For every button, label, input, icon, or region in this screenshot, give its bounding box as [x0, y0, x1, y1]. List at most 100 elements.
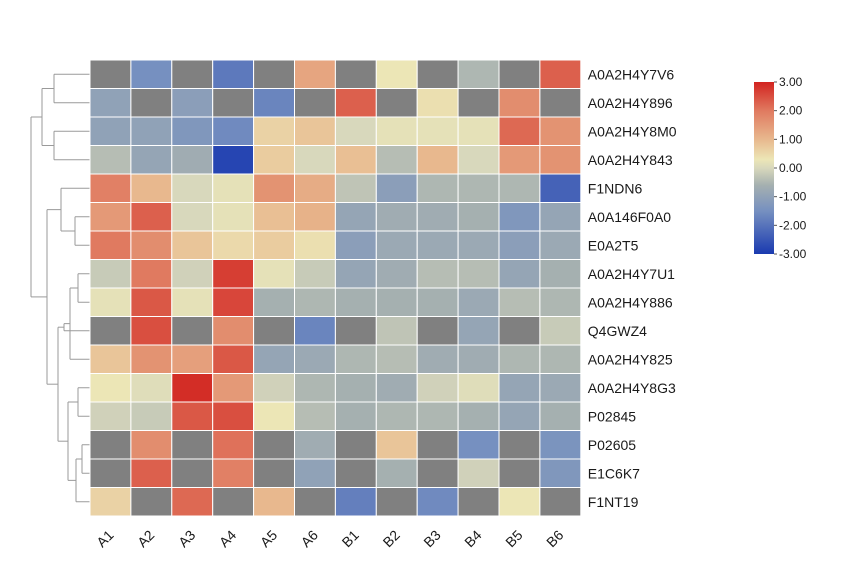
heatmap-cell	[498, 430, 541, 460]
heatmap-cell	[375, 202, 418, 232]
heatmap-cell	[416, 59, 459, 89]
heatmap-cell	[294, 88, 336, 118]
heatmap-cell	[89, 458, 132, 488]
heatmap-cell	[416, 259, 459, 289]
heatmap-cell	[253, 259, 296, 289]
row-label: P02845	[588, 408, 636, 424]
heatmap-cell	[334, 259, 377, 289]
heatmap-cell	[334, 202, 377, 232]
heatmap-cell	[212, 373, 255, 403]
heatmap-cell	[212, 458, 255, 488]
heatmap-cell	[294, 287, 336, 317]
heatmap-cell	[498, 116, 541, 146]
row-label: E1C6K7	[588, 465, 640, 481]
heatmap-cell	[253, 487, 296, 517]
heatmap-cell	[457, 316, 500, 346]
color-scale-tick-label: -2.00	[779, 218, 807, 232]
heatmap-cell	[498, 458, 541, 488]
heatmap-cell	[130, 230, 173, 260]
row-label: A0A2H4Y7U1	[588, 266, 675, 282]
color-scale-ticks: 3.00 2.00 1.00 0.00 -1.00 -2.00 -3.00	[774, 75, 807, 261]
color-scale-tick-label: -1.00	[779, 190, 807, 204]
heatmap-cell	[334, 401, 377, 431]
heatmap-cell	[334, 116, 377, 146]
heatmap-cell	[498, 173, 541, 203]
heatmap-cell	[171, 145, 214, 175]
heatmap-cell	[294, 173, 336, 203]
heatmap-cell	[171, 430, 214, 460]
heatmap-cell	[253, 430, 296, 460]
heatmap-cell	[253, 373, 296, 403]
heatmap-cell	[253, 173, 296, 203]
color-scale-tick-label: -3.00	[779, 247, 807, 261]
heatmap-cell	[457, 430, 500, 460]
heatmap-cell	[130, 173, 173, 203]
heatmap-cell	[416, 230, 459, 260]
heatmap-cell	[212, 145, 255, 175]
heatmap-cell	[89, 202, 132, 232]
heatmap-cell	[498, 230, 541, 260]
heatmap-cell	[294, 401, 336, 431]
heatmap-cell	[457, 458, 500, 488]
heatmap-cell	[375, 230, 418, 260]
heatmap-cell	[171, 487, 214, 517]
heatmap-cell	[539, 487, 582, 517]
column-label: A6	[298, 527, 322, 551]
heatmap-cell	[334, 173, 377, 203]
heatmap-cell	[334, 373, 377, 403]
heatmap-cell	[457, 230, 500, 260]
heatmap-cell	[416, 430, 459, 460]
heatmap-cell	[416, 458, 459, 488]
heatmap-cell	[498, 344, 541, 374]
heatmap-cell	[171, 259, 214, 289]
heatmap-cell	[498, 259, 541, 289]
heatmap-cell	[375, 173, 418, 203]
heatmap-cell	[539, 401, 582, 431]
heatmap-cell	[539, 173, 582, 203]
column-label: A1	[93, 527, 117, 551]
heatmap-cell	[498, 145, 541, 175]
heatmap-cell	[294, 202, 336, 232]
color-scale-tick-label: 3.00	[779, 75, 803, 89]
heatmap-cell	[375, 430, 418, 460]
heatmap-cell	[334, 88, 377, 118]
heatmap-cell	[416, 116, 459, 146]
heatmap-cell	[130, 316, 173, 346]
column-label: B3	[420, 527, 444, 551]
row-label: A0A2H4Y896	[588, 95, 673, 111]
heatmap-cell	[171, 316, 214, 346]
heatmap-cell	[171, 59, 214, 89]
heatmap-cell	[171, 202, 214, 232]
heatmap-cell	[89, 287, 132, 317]
heatmap-cell	[539, 430, 582, 460]
heatmap-cell	[171, 458, 214, 488]
heatmap-cell	[539, 88, 582, 118]
heatmap-cell	[294, 116, 336, 146]
heatmap-cell	[212, 230, 255, 260]
heatmap-cell	[89, 116, 132, 146]
heatmap-cell	[130, 458, 173, 488]
heatmap-cell	[498, 316, 541, 346]
heatmap-cell	[171, 287, 214, 317]
heatmap-cell	[171, 116, 214, 146]
heatmap-cell	[130, 430, 173, 460]
heatmap-cell	[334, 230, 377, 260]
heatmap-cell	[334, 458, 377, 488]
heatmap-cell	[253, 230, 296, 260]
row-label: A0A2H4Y825	[588, 351, 673, 367]
heatmap-cell	[253, 458, 296, 488]
heatmap-cell	[294, 344, 336, 374]
row-label: A0A2H4Y8G3	[588, 380, 676, 396]
heatmap-cell	[253, 116, 296, 146]
heatmap-cell	[253, 344, 296, 374]
heatmap-cell	[130, 344, 173, 374]
heatmap-cell	[375, 259, 418, 289]
heatmap-cell	[375, 116, 418, 146]
heatmap-cell	[130, 116, 173, 146]
heatmap-cell	[498, 287, 541, 317]
heatmap-cell	[171, 230, 214, 260]
color-scale-legend: 3.00 2.00 1.00 0.00 -1.00 -2.00 -3.00	[754, 75, 807, 261]
heatmap-cell	[334, 287, 377, 317]
heatmap-cell	[375, 59, 418, 89]
heatmap-cell	[498, 202, 541, 232]
